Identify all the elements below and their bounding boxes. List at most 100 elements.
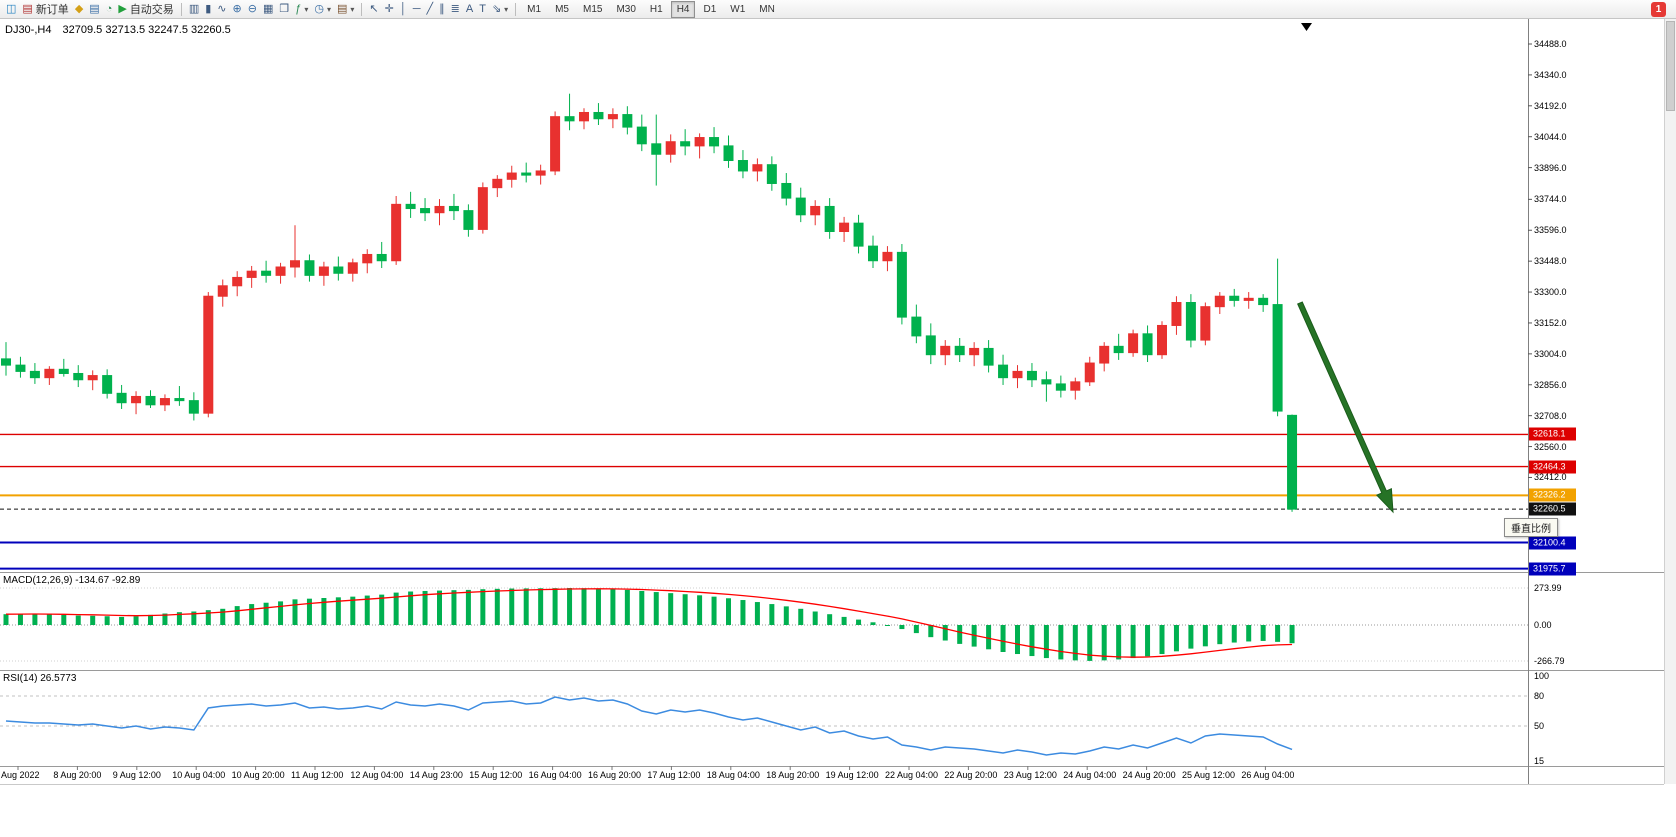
main-toolbar: ◫ ▤ 新订单 ◆ ▤ ◔ ▶ 自动交易 ▥ ▮ ∿ ⊕ ⊖ ▦ ❐ ƒ ▾ ◷ ▾ ▤ ▾ ↖ ✛ │ ─ ╱ ∥ ≣ A T ⇘ ▾ M1 M… [0,0,1676,19]
navigator-button[interactable]: ▤ [86,1,102,18]
zoom-in-icon: ⊕ [232,2,242,15]
timeframe-d1-button[interactable]: D1 [703,3,717,15]
zoom-in-button[interactable]: ⊕ [230,1,245,18]
crosshair-icon: ✛ [384,2,394,15]
time-axis-label: 11 Aug 12:00 [291,770,344,780]
indicators-button[interactable]: ƒ ▾ [292,1,311,18]
timeframe-m15-button[interactable]: M15 [582,3,603,15]
rsi-axis-label: 100 [1534,671,1550,681]
equidistant-channel-button[interactable]: ∥ [436,1,448,18]
time-axis-label: 8 Aug 20:00 [53,770,102,780]
toolbar-separator [180,2,182,16]
new-order-button[interactable]: ▤ 新订单 [19,1,71,18]
market-watch-button[interactable]: ◆ [72,1,86,18]
periods-icon: ◷ [314,2,324,15]
vertical-scale-tooltip: 垂直比例 [1504,518,1558,537]
rsi-axis-label: 50 [1534,721,1545,731]
price-axis-label: 32708.0 [1534,410,1567,421]
time-axis-label: 19 Aug 12:00 [825,770,879,780]
navigator-icon: ▤ [89,2,100,15]
bar-chart-icon: ▥ [188,2,200,15]
vertical-line-button[interactable]: │ [397,1,410,18]
market-watch-icon: ◆ [74,2,84,15]
periods-button[interactable]: ◷ ▾ [311,1,334,18]
fibonacci-icon: ≣ [450,2,460,15]
text-label-icon: T [479,2,486,15]
dropdown-caret-icon: ▾ [326,4,331,14]
new-order-label: 新订单 [35,4,69,16]
time-axis-label: 9 Aug 12:00 [112,770,161,780]
time-axis-label: 18 Aug 20:00 [766,770,820,780]
vertical-scrollbar[interactable] [1664,19,1676,784]
price-axis-label: 34340.0 [1534,69,1567,80]
time-axis-label: 26 Aug 04:00 [1241,770,1295,780]
time-axis-label: 23 Aug 12:00 [1003,770,1057,780]
symbol-period-label: DJ30-,H4 [5,24,52,36]
price-axis-label: 32856.0 [1534,379,1567,390]
price-axis-label: 33744.0 [1534,194,1567,205]
dropdown-caret-icon: ▾ [350,4,355,14]
templates-button[interactable]: ▤ ▾ [334,1,357,18]
app-logo-button: ◫ [3,1,19,18]
price-axis-label: 34192.0 [1534,100,1567,111]
zoom-out-button[interactable]: ⊖ [245,1,260,18]
price-axis-label: 33596.0 [1534,225,1567,236]
arrow-tools-icon: ⇘ [491,2,502,15]
ohlc-values: 32709.5 32713.5 32247.5 32260.5 [62,24,231,36]
time-axis-label: 8 Aug 2022 [0,770,40,780]
macd-axis-label: -266.79 [1534,656,1565,667]
candlestick-chart-icon: ▮ [205,2,212,15]
line-chart-icon: ∿ [217,2,227,15]
timeframe-m1-button[interactable]: M1 [527,3,542,15]
cursor-icon: ↖ [369,2,379,15]
arrow-tools-button[interactable]: ⇘ ▾ [489,1,511,18]
equidistant-channel-icon: ∥ [439,2,445,15]
zoom-out-icon: ⊖ [247,2,257,15]
time-axis-label: 16 Aug 20:00 [588,770,642,780]
candlestick-chart-button[interactable]: ▮ [202,1,214,18]
vertical-line-icon: │ [399,2,407,15]
auto-trading-icon: ▶ [118,2,127,15]
timeframe-h4-button[interactable]: H4 [670,0,696,18]
price-marker-box: 32618.1 [1529,427,1576,441]
scrollbar-thumb[interactable] [1666,21,1675,111]
time-axis-label: 16 Aug 04:00 [528,770,582,780]
cursor-button[interactable]: ↖ [366,1,381,18]
auto-trading-label: 自动交易 [129,4,174,16]
auto-arrange-icon: ▦ [262,2,274,15]
time-axis-label: 25 Aug 12:00 [1182,770,1236,780]
timeframe-w1-button[interactable]: W1 [730,3,746,15]
price-axis-label: 32560.0 [1534,441,1567,452]
timeframe-mn-button[interactable]: MN [759,3,775,15]
time-axis-label: 24 Aug 20:00 [1122,770,1176,780]
auto-trading-button[interactable]: ▶ 自动交易 [115,1,176,18]
timeframe-m5-button[interactable]: M5 [555,3,569,15]
auto-arrange-button[interactable]: ▦ [260,1,276,18]
timeframe-h1-button[interactable]: H1 [649,3,663,15]
time-axis-label: 15 Aug 12:00 [469,770,523,780]
fibonacci-button[interactable]: ≣ [448,1,463,18]
horizontal-line-button[interactable]: ─ [410,1,424,18]
macd-axis-label: 273.99 [1534,583,1562,593]
crosshair-button[interactable]: ✛ [382,1,397,18]
price-axis-label: 33448.0 [1534,256,1567,267]
tile-windows-button[interactable]: ❐ [276,1,292,18]
time-axis-label: 10 Aug 04:00 [172,770,226,780]
line-chart-button[interactable]: ∿ [214,1,229,18]
notification-badge[interactable]: 1 [1651,2,1666,17]
text-button[interactable]: A [463,1,476,18]
timeframe-m30-button[interactable]: M30 [616,3,636,15]
macd-label: MACD(12,26,9) -134.67 -92.89 [3,575,141,586]
bar-chart-button[interactable]: ▥ [186,1,202,18]
terminal-icon: ◔ [105,2,113,15]
price-marker-box: 32464.3 [1529,460,1576,474]
rsi-axis-label: 80 [1534,691,1545,701]
terminal-button[interactable]: ◔ [103,1,116,18]
trendline-icon: ╱ [426,2,434,15]
price-axis-label: 34044.0 [1534,131,1567,142]
trendline-button[interactable]: ╱ [424,1,437,18]
text-label-button[interactable]: T [476,1,489,18]
app-logo-icon: ◫ [6,2,17,15]
price-axis-label: 33896.0 [1534,162,1567,173]
